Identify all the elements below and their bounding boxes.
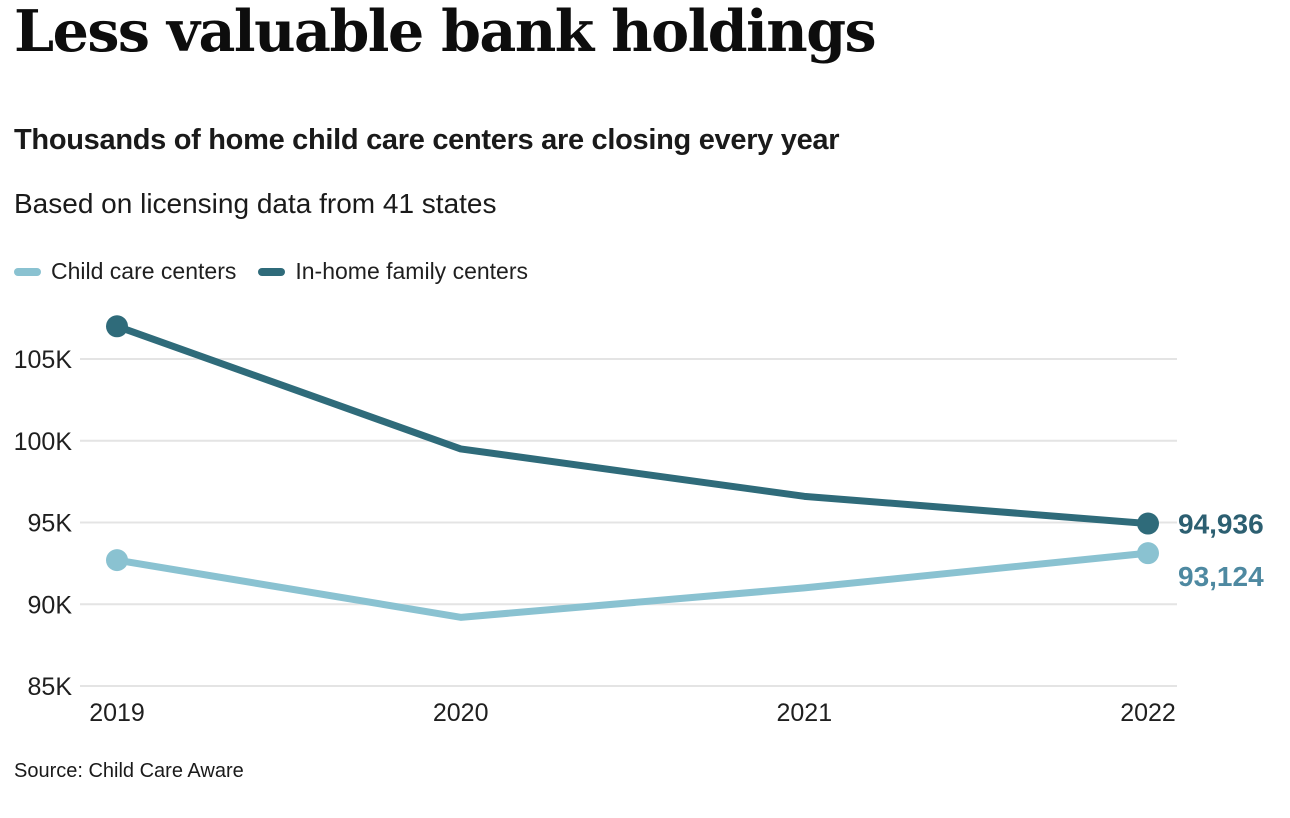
- series-line-in-home-family-centers: [113, 322, 1152, 528]
- x-tick-label: 2022: [1120, 699, 1176, 727]
- legend-item-in-home-family-centers: In-home family centers: [258, 258, 528, 285]
- x-tick-label: 2020: [433, 699, 489, 727]
- end-value-label: 94,936: [1178, 509, 1264, 540]
- chart-subtitle: Thousands of home child care centers are…: [14, 124, 840, 156]
- chart-title: Less valuable bank holdings: [14, 0, 877, 65]
- y-tick-label: 100K: [14, 428, 73, 456]
- line-chart: 85K 90K 95K 100K 105K 2019 2020 2021 2022 93,124 9…: [14, 315, 1264, 727]
- y-tick-label: 85K: [28, 673, 73, 701]
- chart-description: Based on licensing data from 41 states: [14, 188, 497, 219]
- data-point: [106, 315, 128, 338]
- series-line-child-care-centers: [113, 549, 1152, 621]
- data-point: [106, 549, 128, 572]
- legend-swatch-in-home-family-centers: [258, 267, 286, 276]
- legend-label-in-home-family-centers: In-home family centers: [295, 258, 528, 284]
- legend-item-child-care-centers: Child care centers: [14, 258, 236, 285]
- x-tick-label: 2019: [89, 699, 145, 727]
- legend-swatch-child-care-centers: [14, 267, 41, 276]
- y-tick-label: 95K: [28, 510, 73, 538]
- chart-legend: Child care centers In-home family center…: [14, 258, 528, 285]
- legend-label-child-care-centers: Child care centers: [51, 258, 237, 284]
- x-tick-label: 2021: [776, 699, 832, 727]
- y-tick-label: 90K: [28, 591, 73, 619]
- source-note: Source: Child Care Aware: [14, 760, 244, 782]
- data-point: [1137, 512, 1159, 535]
- end-value-label: 93,124: [1178, 561, 1264, 592]
- data-point: [1137, 542, 1159, 565]
- y-tick-label: 105K: [14, 346, 73, 374]
